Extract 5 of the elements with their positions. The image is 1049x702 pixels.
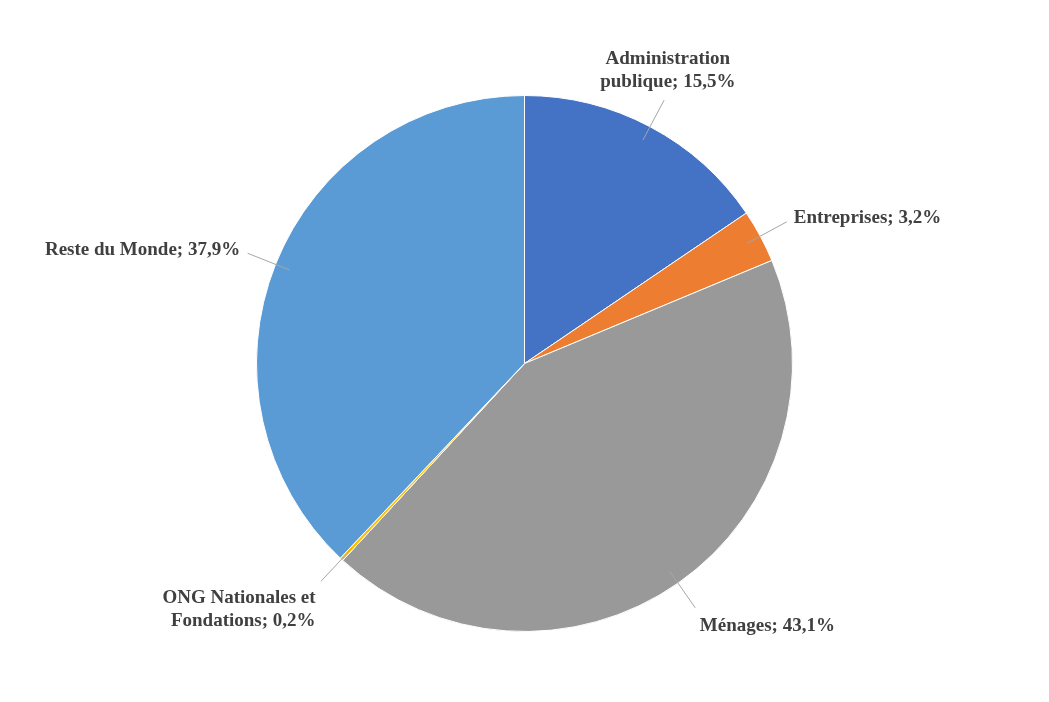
slice-label: Entreprises; 3,2%: [793, 205, 942, 227]
slice-label: Administration publique; 15,5%: [600, 46, 736, 91]
slice-label: Ménages; 43,1%: [699, 613, 835, 635]
slice-label: ONG Nationales et Fondations; 0,2%: [162, 586, 317, 631]
slice-label: Reste du Monde; 37,9%: [44, 238, 241, 260]
